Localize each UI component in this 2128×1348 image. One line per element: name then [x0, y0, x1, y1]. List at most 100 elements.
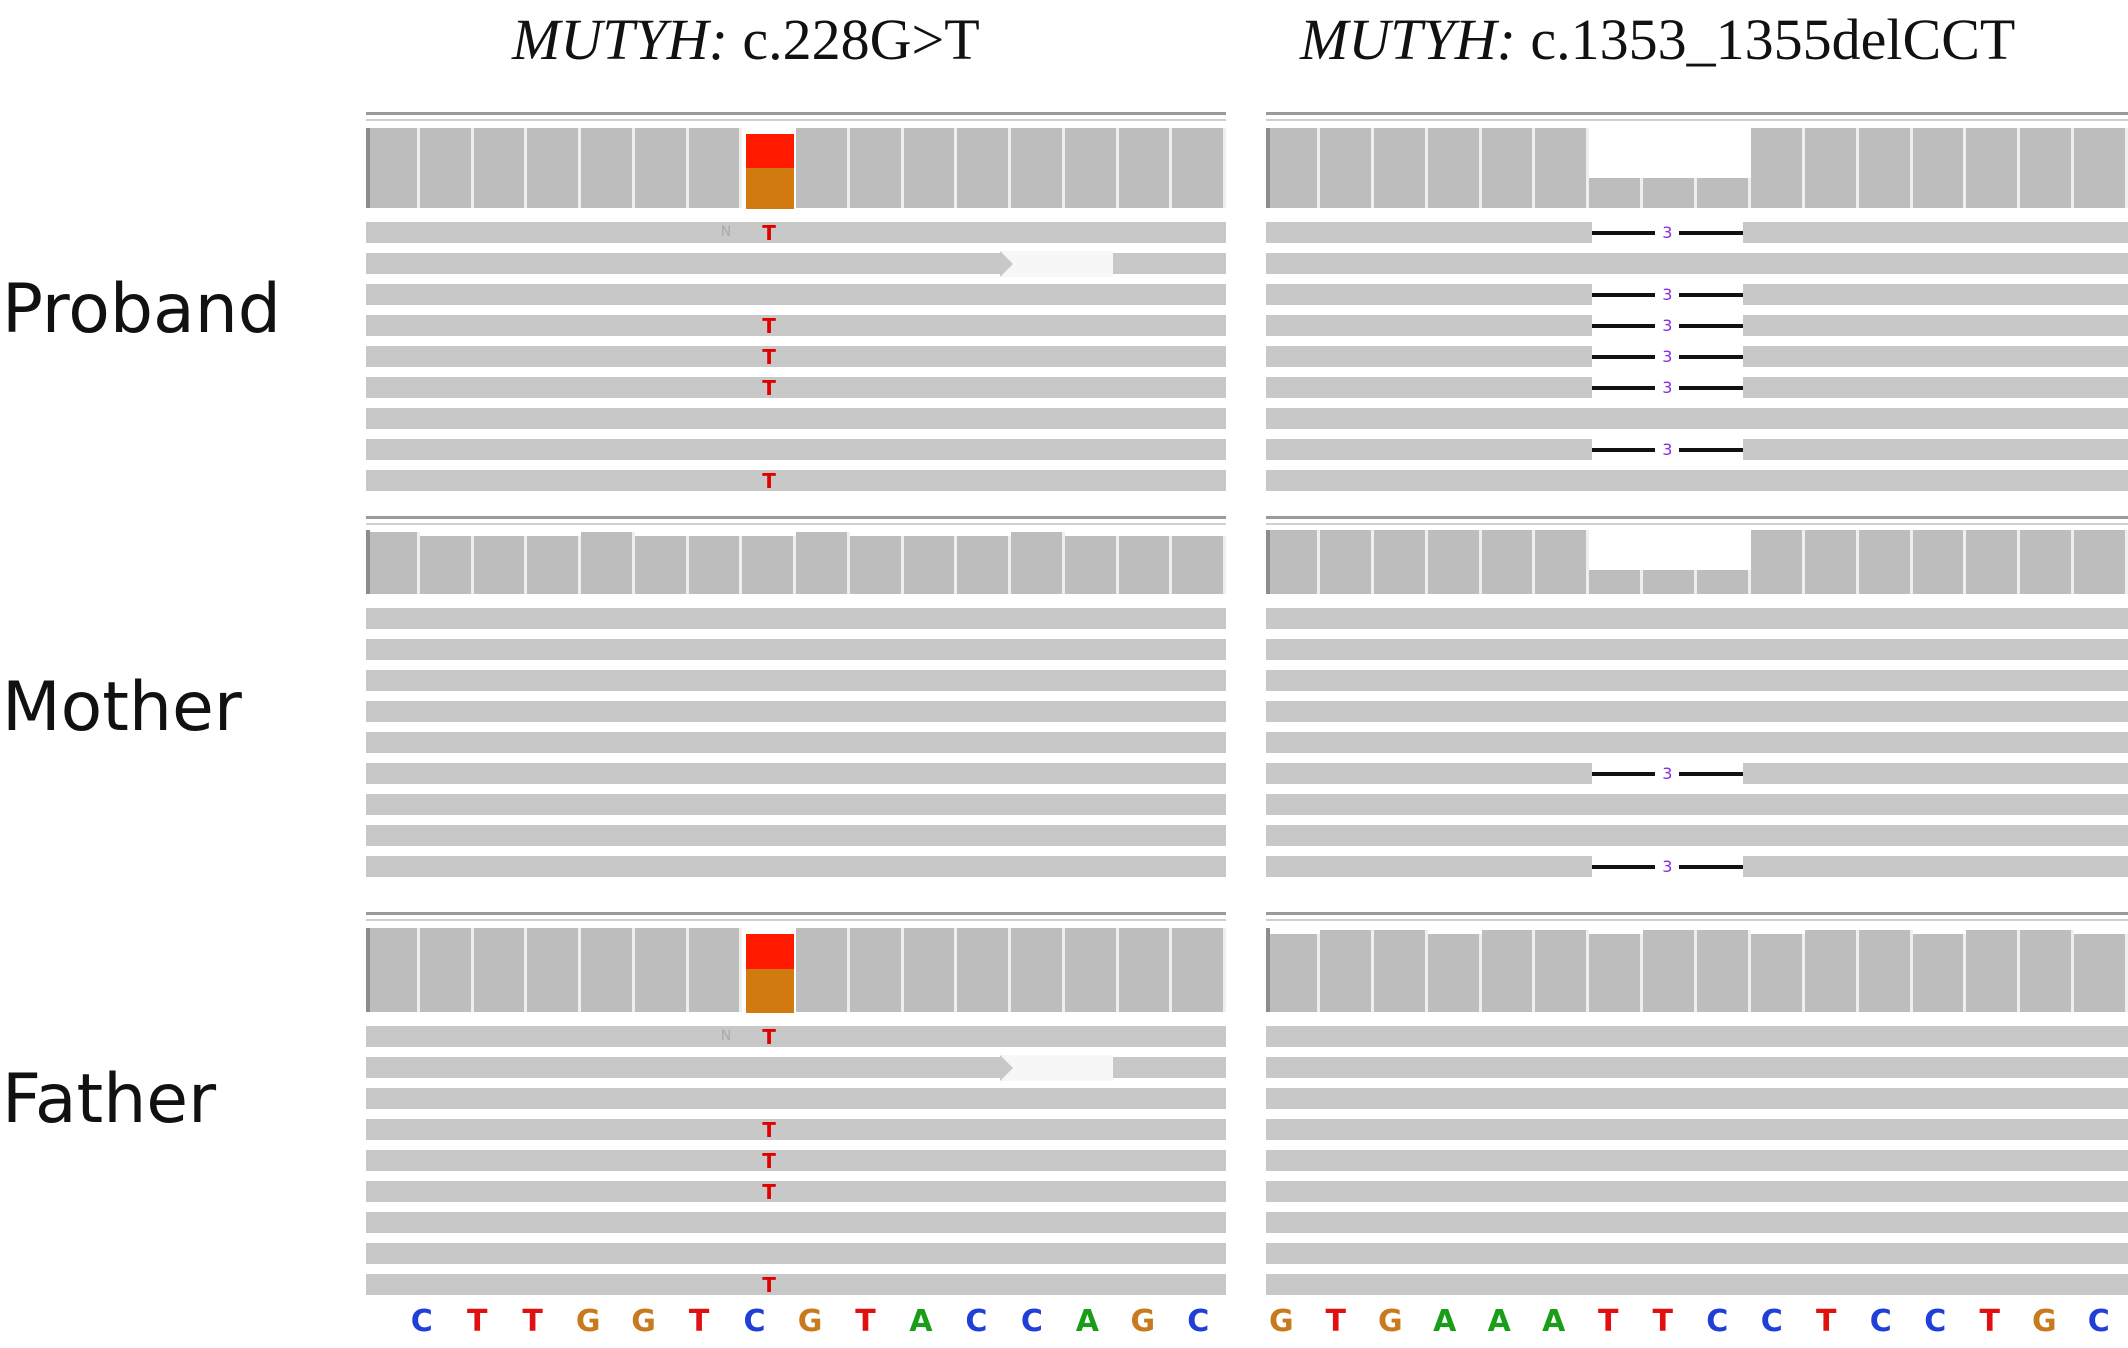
panel-top-rule: [1266, 516, 2128, 519]
coverage-bar: [1373, 530, 1428, 594]
coverage-bar: [903, 536, 958, 594]
deletion-line-right: [1679, 386, 1743, 390]
sequence-read: [1266, 1243, 2128, 1264]
coverage-bar: [527, 536, 581, 594]
coverage-bar: [1064, 536, 1119, 594]
sequence-read: [366, 222, 1226, 243]
coverage-bar: [796, 532, 850, 594]
sequence-read: [1266, 732, 2128, 753]
coverage-bar: [1266, 530, 1320, 594]
reference-base: G: [1377, 1304, 1403, 1339]
coverage-bar: [366, 928, 420, 1012]
sequence-read: [366, 1150, 1226, 1171]
deletion-gap: [1591, 315, 1743, 336]
reference-base: T: [1816, 1304, 1837, 1339]
coverage-bar: [796, 928, 850, 1012]
coverage-bar: [796, 128, 850, 208]
coverage-bar: [473, 536, 528, 594]
deletion-length-label: 3: [1662, 223, 1673, 242]
coverage-bar: [1535, 930, 1590, 1012]
coverage-bar: [1427, 934, 1482, 1012]
coverage-bar: [1172, 536, 1226, 594]
read-gap: [1000, 1055, 1114, 1081]
reference-base: A: [1542, 1304, 1566, 1339]
sequence-read: [1266, 408, 2128, 429]
reference-base: C: [1706, 1304, 1729, 1339]
sequence-read: [366, 1119, 1226, 1140]
sequence-read: [366, 1243, 1226, 1264]
reference-base: G: [631, 1304, 656, 1339]
read-gap: [1000, 251, 1114, 277]
coverage-bar: [688, 928, 743, 1012]
deletion-line-left: [1591, 293, 1656, 297]
alignment-panel[interactable]: 3 3 3 3 3 3: [1266, 112, 2128, 494]
coverage-bar: [1912, 934, 1967, 1012]
coverage-bar: [634, 536, 689, 594]
coverage-bar: [1373, 128, 1428, 208]
deletion-gap: [1591, 377, 1743, 398]
sequence-read: [1266, 1088, 2128, 1109]
deletion-length-label: 3: [1662, 857, 1673, 876]
coverage-bar: [688, 128, 743, 208]
coverage-bar: [634, 928, 689, 1012]
reference-base: A: [1433, 1304, 1457, 1339]
sequence-read: [1266, 470, 2128, 491]
sequence-read: [1266, 639, 2128, 660]
panel-top-rule: [366, 112, 1226, 115]
panel-top-rule: [1266, 523, 2128, 525]
coverage-bar: [1118, 536, 1173, 594]
reference-base: A: [1075, 1304, 1099, 1339]
coverage-bar: [581, 532, 635, 594]
variant-name: c.228G>T: [742, 7, 980, 72]
coverage-bar: [1643, 570, 1697, 594]
sequence-read: [1266, 1274, 2128, 1295]
coverage-bar: [903, 128, 958, 208]
coverage-bar: [1535, 128, 1590, 208]
coverage-bar-alt-allele: [746, 934, 794, 970]
mismatch-base: T: [762, 1025, 776, 1049]
mismatch-base: T: [762, 1180, 776, 1204]
deletion-length-label: 3: [1662, 764, 1673, 783]
row-label-proband: Proband: [2, 270, 281, 349]
read-direction-arrow: [1000, 251, 1014, 277]
reference-base: C: [743, 1304, 766, 1339]
coverage-bar: [366, 532, 420, 594]
coverage-bar: [1966, 128, 2021, 208]
deletion-gap: [1591, 346, 1743, 367]
coverage-bar: [1481, 128, 1536, 208]
coverage-bar: [688, 536, 743, 594]
coverage-bar: [1750, 934, 1805, 1012]
sequence-read: [1266, 1181, 2128, 1202]
coverage-bar: [1697, 178, 1751, 208]
mismatch-base: T: [762, 1273, 776, 1296]
coverage-bar: [1319, 128, 1374, 208]
coverage-bar: [1858, 530, 1913, 594]
alignment-panel[interactable]: [366, 516, 1226, 888]
coverage-bar-alt-allele: [746, 134, 794, 168]
deletion-gap: [1591, 856, 1743, 877]
coverage-bar: [2074, 530, 2128, 594]
deletion-length-label: 3: [1662, 316, 1673, 335]
coverage-bar: [527, 928, 581, 1012]
deletion-line-right: [1679, 865, 1743, 869]
coverage-bar: [1966, 530, 2021, 594]
reference-base: G: [1268, 1304, 1294, 1339]
coverage-bar: [1535, 530, 1590, 594]
coverage-bar: [1011, 128, 1065, 208]
coverage-bar: [1589, 570, 1644, 594]
deletion-line-right: [1679, 355, 1743, 359]
coverage-bar: [1804, 930, 1859, 1012]
sequence-read: [1266, 794, 2128, 815]
coverage-bar: [419, 536, 474, 594]
mismatch-base: T: [762, 221, 776, 245]
deletion-line-left: [1591, 448, 1656, 452]
sequence-read: [366, 763, 1226, 784]
alignment-panel[interactable]: [1266, 912, 2128, 1296]
panel-top-rule: [1266, 919, 2128, 921]
deletion-line-right: [1679, 293, 1743, 297]
sequence-read: [366, 408, 1226, 429]
sequence-read: [1266, 253, 2128, 274]
